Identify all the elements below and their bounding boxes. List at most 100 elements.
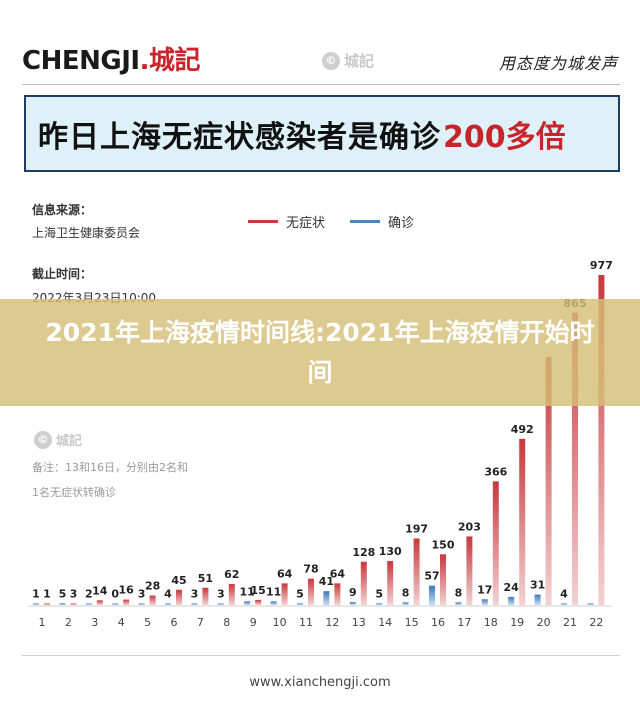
label-confirmed-day-1: 1 xyxy=(32,588,40,601)
bar-asymptomatic-day-21 xyxy=(572,312,578,605)
label-confirmed-day-7: 3 xyxy=(191,588,199,601)
label-confirmed-day-13: 9 xyxy=(349,586,357,599)
label-confirmed-day-20: 31 xyxy=(530,579,545,592)
divider xyxy=(22,84,620,85)
bar-asymptomatic-day-12 xyxy=(334,583,341,605)
footer-divider xyxy=(22,655,620,656)
x-tick-1: 1 xyxy=(39,616,46,629)
label-asymptomatic-day-16: 150 xyxy=(432,538,455,551)
label-confirmed-day-16: 57 xyxy=(424,570,439,583)
bar-asymptomatic-day-5 xyxy=(149,595,156,605)
bar-asymptomatic-day-9 xyxy=(255,599,262,605)
label-asymptomatic-day-19: 492 xyxy=(511,423,534,436)
x-tick-8: 8 xyxy=(223,616,230,629)
note-line-2: 1名无症状转确诊 xyxy=(32,486,116,499)
bar-asymptomatic-day-20 xyxy=(545,357,552,605)
watermark-logo-mid: © 城記 xyxy=(34,430,82,449)
bar-confirmed-day-17 xyxy=(455,602,462,605)
note-line-1: 备注：13和16日，分别由2名和 xyxy=(32,461,188,474)
x-tick-15: 15 xyxy=(405,616,419,629)
label-confirmed-day-2: 5 xyxy=(59,587,67,600)
label-confirmed-day-9: 11 xyxy=(240,585,255,598)
page-title: 昨日上海无症状感染者是确诊 xyxy=(38,119,441,155)
bar-asymptomatic-day-11 xyxy=(308,578,314,605)
bar-confirmed-day-11 xyxy=(297,603,303,605)
header: CHENGJI.城記 © 城記 用态度为城发声 xyxy=(0,0,640,90)
label-confirmed-day-19: 24 xyxy=(504,581,520,594)
label-confirmed-day-21: 4 xyxy=(560,588,568,601)
x-tick-4: 4 xyxy=(118,616,125,629)
bar-confirmed-day-12 xyxy=(323,591,330,605)
label-asymptomatic-day-4: 16 xyxy=(119,584,135,597)
label-asymptomatic-day-7: 51 xyxy=(198,572,213,585)
watermark-logo: © 城記 xyxy=(322,50,374,71)
title-highlight: 200多倍 xyxy=(443,119,566,155)
bar-confirmed-day-9 xyxy=(244,601,251,605)
x-tick-7: 7 xyxy=(197,616,204,629)
overlay-banner: 2021年上海疫情时间线:2021年上海疫情开始时间 xyxy=(0,299,640,406)
x-tick-13: 13 xyxy=(352,616,366,629)
label-confirmed-day-15: 8 xyxy=(402,586,410,599)
bar-asymptomatic-day-18 xyxy=(492,481,499,605)
bar-confirmed-day-20 xyxy=(534,594,541,605)
label-asymptomatic-day-1: 1 xyxy=(43,588,51,601)
slogan: 用态度为城发声 xyxy=(498,54,618,73)
bar-confirmed-day-15 xyxy=(402,602,409,605)
label-confirmed-day-4: 0 xyxy=(111,588,119,601)
label-asymptomatic-day-18: 366 xyxy=(484,465,507,478)
brand-logo: CHENGJI.城記 xyxy=(22,46,200,76)
bar-confirmed-day-6 xyxy=(165,603,171,605)
bar-asymptomatic-day-16 xyxy=(440,554,446,605)
copyright-icon: © xyxy=(34,430,52,449)
label-confirmed-day-10: 11 xyxy=(266,585,281,598)
bar-asymptomatic-day-13 xyxy=(360,561,367,605)
legend-asymptomatic: 无症状 xyxy=(248,212,325,231)
x-tick-2: 2 xyxy=(65,616,72,629)
bar-confirmed-day-13 xyxy=(349,601,356,605)
x-tick-21: 21 xyxy=(563,616,577,629)
copyright-icon: © xyxy=(322,51,340,70)
legend-confirmed: 确诊 xyxy=(350,212,414,231)
bar-asymptomatic-day-19 xyxy=(519,438,526,605)
label-asymptomatic-day-14: 130 xyxy=(379,545,402,558)
bar-confirmed-day-19 xyxy=(508,596,515,605)
bar-confirmed-day-7 xyxy=(191,603,198,605)
bar-asymptomatic-day-3 xyxy=(96,600,103,605)
bar-confirmed-day-1 xyxy=(33,603,39,605)
x-tick-18: 18 xyxy=(484,616,498,629)
label-confirmed-day-18: 17 xyxy=(477,583,492,596)
bar-confirmed-day-18 xyxy=(481,599,488,605)
bar-asymptomatic-day-10 xyxy=(281,583,288,605)
bar-asymptomatic-day-1 xyxy=(44,603,50,605)
x-tick-11: 11 xyxy=(299,616,313,629)
x-tick-3: 3 xyxy=(91,616,98,629)
x-tick-12: 12 xyxy=(325,616,339,629)
bar-asymptomatic-day-6 xyxy=(176,589,182,605)
x-tick-22: 22 xyxy=(589,616,603,629)
bar-confirmed-day-2 xyxy=(59,603,66,605)
bar-confirmed-day-8 xyxy=(217,603,224,605)
x-tick-16: 16 xyxy=(431,616,445,629)
label-asymptomatic-day-8: 62 xyxy=(224,568,239,581)
bar-confirmed-day-5 xyxy=(138,603,145,605)
label-asymptomatic-day-17: 203 xyxy=(458,520,481,533)
bar-confirmed-day-16 xyxy=(429,585,435,605)
bar-confirmed-day-4 xyxy=(112,603,119,605)
bar-asymptomatic-day-7 xyxy=(202,587,209,605)
title-banner: 昨日上海无症状感染者是确诊 200多倍 xyxy=(24,95,620,172)
label-confirmed-day-8: 3 xyxy=(217,588,225,601)
label-asymptomatic-day-9: 15 xyxy=(251,584,266,597)
bar-asymptomatic-day-22 xyxy=(598,275,605,605)
bar-asymptomatic-day-2 xyxy=(70,603,77,605)
legend-swatch-red xyxy=(248,220,278,223)
x-tick-17: 17 xyxy=(457,616,471,629)
label-asymptomatic-day-6: 45 xyxy=(171,574,186,587)
bar-confirmed-day-21 xyxy=(561,603,567,605)
label-confirmed-day-12: 41 xyxy=(319,575,334,588)
label-asymptomatic-day-11: 78 xyxy=(303,563,318,576)
bar-confirmed-day-10 xyxy=(270,601,277,605)
bar-asymptomatic-day-4 xyxy=(123,599,130,605)
label-confirmed-day-5: 3 xyxy=(138,588,146,601)
